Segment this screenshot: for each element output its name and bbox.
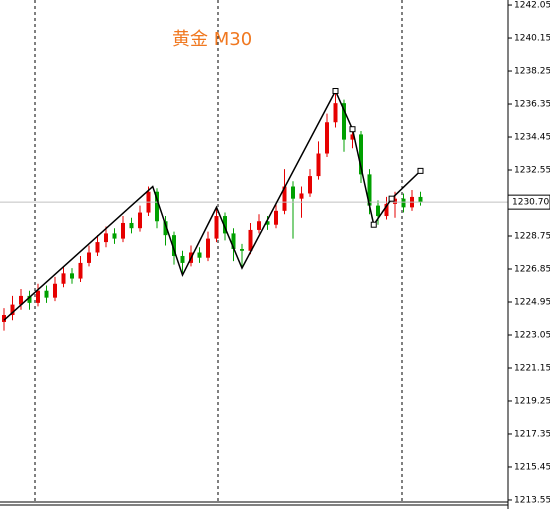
- candle-body: [112, 233, 117, 239]
- chart-title: 黄金 M30: [172, 29, 252, 50]
- candle-body: [223, 216, 227, 234]
- candle-body: [282, 186, 287, 211]
- candle-body: [359, 134, 363, 175]
- candle-body: [61, 273, 66, 284]
- y-tick-label: 1217.35: [514, 429, 550, 439]
- candle-body: [350, 134, 355, 140]
- y-tick-label: 1242.05: [514, 1, 550, 11]
- zigzag-marker: [370, 221, 377, 228]
- y-tick-label: 1232.55: [514, 166, 550, 176]
- candle-body: [240, 249, 244, 251]
- candle-body: [231, 233, 236, 250]
- y-tick-label: 1240.15: [514, 34, 550, 44]
- candle-body: [325, 122, 329, 154]
- y-tick-label: 1228.75: [514, 232, 550, 242]
- candle-body: [401, 198, 406, 208]
- y-tick-label: 1213.55: [514, 495, 550, 505]
- candle-body: [19, 295, 23, 305]
- candle-body: [308, 176, 312, 194]
- candle-body: [180, 255, 185, 263]
- y-tick-label: 1236.35: [514, 100, 550, 110]
- y-tick-label: 1238.25: [514, 67, 550, 77]
- candle-body: [384, 203, 389, 217]
- zigzag-line: [3, 89, 422, 321]
- candle-body: [197, 252, 202, 258]
- candle-body: [10, 304, 15, 316]
- candle-body: [248, 229, 253, 251]
- y-tick-label: 1226.85: [514, 265, 550, 275]
- y-tick-label: 1221.15: [514, 363, 550, 373]
- candle-body: [367, 174, 372, 206]
- candle-body: [333, 103, 338, 123]
- candle-body: [121, 222, 125, 239]
- candle-body: [342, 103, 346, 140]
- zigzag-marker: [417, 167, 424, 174]
- y-tick-label: 1223.05: [514, 330, 550, 340]
- y-tick-label: 1215.45: [514, 462, 550, 472]
- candle-body: [257, 221, 261, 230]
- candle-body: [214, 216, 219, 239]
- candle-body: [138, 212, 142, 229]
- candle-body: [274, 210, 278, 225]
- candle-body: [299, 193, 304, 199]
- candle-body: [36, 290, 40, 303]
- candle-body: [27, 295, 32, 303]
- candle-body: [291, 186, 295, 199]
- candle-body: [265, 221, 270, 225]
- candle-body: [53, 283, 57, 298]
- candle-body: [95, 242, 100, 253]
- candle-body: [104, 233, 108, 243]
- candle-body: [172, 235, 176, 256]
- candle-body: [2, 315, 6, 322]
- last-price-label: 1230.70: [512, 198, 549, 208]
- candle-body: [78, 262, 83, 279]
- candle-body: [87, 252, 91, 263]
- last-price-box: [507, 194, 550, 210]
- candle-body: [376, 205, 380, 217]
- zigzag-marker: [388, 195, 395, 202]
- candle-body: [206, 238, 210, 258]
- y-tick-label: 1224.95: [514, 297, 550, 307]
- candle-body: [418, 196, 423, 203]
- y-tick-label: 1219.25: [514, 396, 550, 406]
- candle-body: [70, 273, 74, 279]
- candle-body: [44, 290, 49, 298]
- candle-body: [129, 222, 134, 229]
- y-tick-label: 1234.45: [514, 133, 550, 143]
- candle-body: [393, 198, 397, 204]
- candle-body: [163, 221, 168, 236]
- zigzag-marker: [332, 87, 339, 94]
- candle-body: [316, 153, 321, 177]
- zigzag-marker: [349, 126, 356, 133]
- candle-body: [155, 191, 159, 222]
